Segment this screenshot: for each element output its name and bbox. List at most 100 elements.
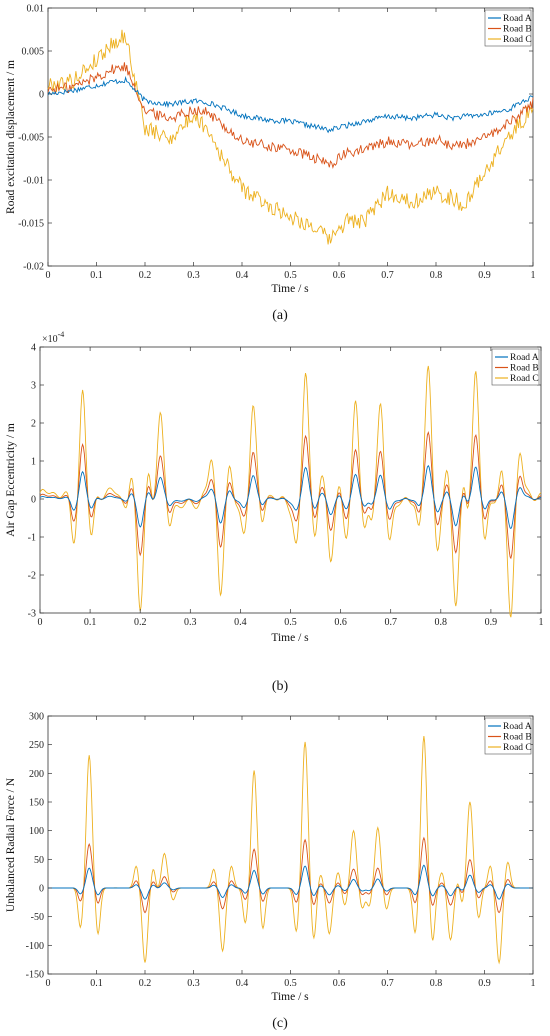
legend-label: Road B <box>503 733 532 743</box>
legend-label: Road C <box>510 374 539 384</box>
x-tick-label: 0.2 <box>139 270 152 281</box>
x-axis-label: Time / s <box>271 991 309 1003</box>
x-tick-label: 0.6 <box>333 978 346 989</box>
series-line-road-a <box>47 75 534 134</box>
x-tick-label: 0 <box>46 978 51 989</box>
y-tick-label: -100 <box>26 941 44 952</box>
x-tick-label: 0.3 <box>187 270 200 281</box>
ticks-layer: 0 0.1 0.2 0.3 0.4 0.5 0.6 0.7 0.8 0.9 1 -150 -100 -50… <box>26 712 536 990</box>
y-tick-label: 3 <box>31 381 36 392</box>
x-tick-label: 0.6 <box>333 270 346 281</box>
x-tick-label: 0.5 <box>284 617 297 628</box>
series-layer <box>39 365 542 618</box>
y-tick-label: 0 <box>39 884 44 895</box>
x-axis-label: Time / s <box>271 632 309 644</box>
y-tick-label: -0.005 <box>18 133 44 144</box>
chart-panel-c: 0 0.1 0.2 0.3 0.4 0.5 0.6 0.7 0.8 0.9 1 -150 -100 -50… <box>5 712 536 1032</box>
x-tick-label: 1 <box>531 978 536 989</box>
x-tick-label: 0.1 <box>90 978 103 989</box>
x-tick-label: 1 <box>539 617 544 628</box>
y-tick-label: 250 <box>29 740 44 751</box>
y-tick-label: -50 <box>31 912 44 923</box>
x-tick-label: 0 <box>46 270 51 281</box>
y-tick-label: 50 <box>34 855 44 866</box>
x-tick-label: 0.8 <box>435 617 448 628</box>
x-tick-label: 0.4 <box>236 270 249 281</box>
y-multiplier-base: ×10 <box>42 334 58 345</box>
x-tick-label: 0.7 <box>384 617 397 628</box>
y-tick-label: 300 <box>29 712 44 723</box>
legend-label: Road A <box>510 353 539 363</box>
y-tick-label: 200 <box>29 769 44 780</box>
x-tick-label: 0.2 <box>139 978 152 989</box>
x-tick-label: 0.7 <box>381 270 394 281</box>
series-line-road-b <box>39 431 542 560</box>
series-layer <box>47 29 534 245</box>
x-tick-label: 0.9 <box>485 617 498 628</box>
x-tick-label: 0 <box>38 617 43 628</box>
x-tick-label: 0.5 <box>284 270 297 281</box>
legend-label: Road B <box>503 25 532 35</box>
panel-caption: (a) <box>272 308 288 323</box>
series-line-road-a <box>39 464 542 530</box>
x-tick-label: 0.2 <box>134 617 147 628</box>
series-line-road-b <box>48 836 533 914</box>
y-tick-label: -150 <box>26 970 44 981</box>
x-tick-label: 0.6 <box>334 617 347 628</box>
series-line-road-c <box>39 365 542 618</box>
y-tick-label: 100 <box>29 826 44 837</box>
x-tick-label: 0.4 <box>236 978 249 989</box>
x-axis-label: Time / s <box>271 283 309 295</box>
y-tick-label: -3 <box>28 609 36 620</box>
plot-frame <box>47 715 534 975</box>
y-tick-label: -0.02 <box>23 262 44 273</box>
y-axis-label: Air Gap Eccentricity / m <box>5 423 17 537</box>
series-line-road-c <box>48 736 533 965</box>
x-tick-label: 0.4 <box>234 617 247 628</box>
series-line-road-b <box>47 62 534 169</box>
y-tick-label: -1 <box>28 533 36 544</box>
x-tick-label: 0.8 <box>430 270 443 281</box>
y-tick-label: -2 <box>28 571 36 582</box>
y-tick-label: -0.01 <box>23 176 44 187</box>
panel-caption: (b) <box>272 679 289 694</box>
series-layer <box>48 736 533 965</box>
x-tick-label: 0.9 <box>478 978 491 989</box>
legend-label: Road C <box>503 743 532 753</box>
y-multiplier-exp: -4 <box>58 330 65 339</box>
plot-frame <box>47 7 534 267</box>
y-tick-label: -0.015 <box>18 219 44 230</box>
series-line-road-a <box>48 864 533 900</box>
x-tick-label: 1 <box>531 270 536 281</box>
x-tick-label: 0.1 <box>90 270 103 281</box>
x-tick-label: 0.5 <box>284 978 297 989</box>
chart-panel-b: 0 0.1 0.2 0.3 0.4 0.5 0.6 0.7 0.8 0.9 1 -3 -2 -1 0 1 2 3 4… <box>5 330 544 694</box>
x-tick-label: 0.9 <box>478 270 491 281</box>
chart-panel-a: 0 0.1 0.2 0.3 0.4 0.5 0.6 0.7 0.8 0.9 1 -0.02 -0.015… <box>5 4 536 324</box>
ticks-layer: 0 0.1 0.2 0.3 0.4 0.5 0.6 0.7 0.8 0.9 1 -0.02 -0.015… <box>18 4 535 282</box>
y-axis-label: Road excitation displacement / m <box>5 60 17 214</box>
x-tick-label: 0.7 <box>381 978 394 989</box>
x-tick-label: 0.8 <box>430 978 443 989</box>
panel-caption: (c) <box>272 1016 288 1031</box>
y-tick-label: 4 <box>31 343 36 354</box>
y-axis-label: Unbalanced Radial Force / N <box>5 777 17 912</box>
x-tick-label: 0.1 <box>84 617 97 628</box>
x-tick-label: 0.3 <box>184 617 197 628</box>
legend-label: Road A <box>503 14 532 24</box>
ticks-layer: 0 0.1 0.2 0.3 0.4 0.5 0.6 0.7 0.8 0.9 1 -3 -2 -1 0 1 2 3 4 <box>28 343 544 629</box>
legend-label: Road C <box>503 35 532 45</box>
y-tick-label: 150 <box>29 798 44 809</box>
y-tick-label: 0 <box>39 90 44 101</box>
y-tick-label: 2 <box>31 419 36 430</box>
y-tick-label: 0.005 <box>22 47 45 58</box>
y-tick-label: 0 <box>31 495 36 506</box>
x-tick-label: 0.3 <box>187 978 200 989</box>
legend-label: Road A <box>503 722 532 732</box>
y-tick-label: 0.01 <box>27 4 45 15</box>
series-line-road-c <box>47 29 534 245</box>
